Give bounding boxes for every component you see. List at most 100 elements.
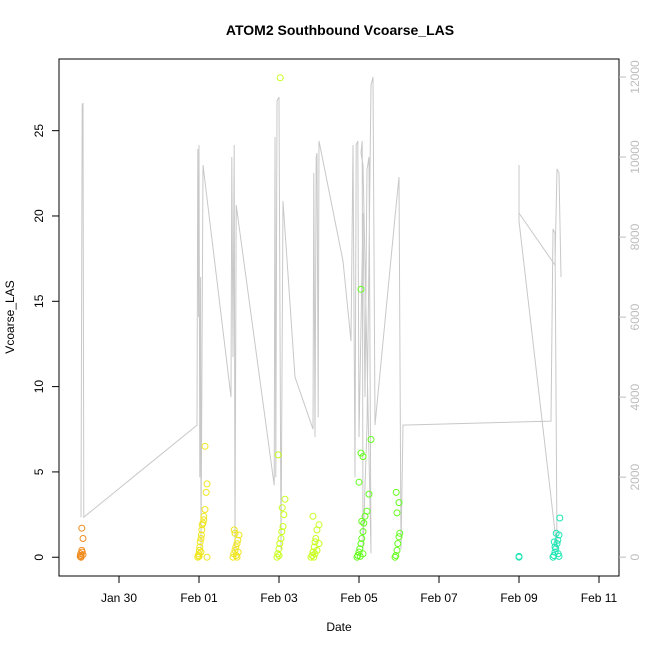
data-point — [196, 543, 204, 551]
data-point — [278, 504, 286, 512]
y-tick-label: 5 — [32, 468, 46, 475]
x-tick-label: Feb 11 — [581, 591, 618, 605]
y-axis-label: Vcoarse_LAS — [3, 280, 17, 353]
data-point — [230, 526, 238, 534]
data-point — [552, 529, 560, 537]
data-point — [395, 533, 403, 541]
data-point — [359, 453, 367, 461]
data-point — [195, 550, 203, 558]
data-point — [555, 552, 563, 560]
data-point — [233, 540, 241, 548]
data-point — [396, 529, 404, 537]
data-point — [276, 540, 284, 548]
x-axis: Jan 30 Feb 01 Feb 03 Feb 05 Feb 07 Feb 09 Feb … — [101, 576, 618, 605]
y-tick-label: 25 — [32, 124, 46, 138]
data-point — [202, 488, 210, 496]
secondary-line-layer — [80, 76, 562, 554]
data-point — [275, 552, 283, 559]
y-tick-label: 0 — [32, 554, 46, 561]
data-point — [79, 551, 87, 559]
data-point — [309, 512, 317, 520]
data-point — [357, 540, 365, 548]
data-point — [392, 552, 400, 559]
y2-tick-label: 0 — [628, 554, 642, 561]
data-point — [515, 552, 523, 560]
data-point — [556, 514, 564, 522]
y2-axis: 0 2000 4000 6000 8000 10000 12000 — [619, 60, 642, 561]
data-point — [356, 545, 364, 553]
data-point — [393, 546, 401, 554]
data-point — [357, 285, 365, 293]
data-point — [280, 511, 288, 519]
plot-frame — [58, 58, 620, 577]
data-point — [78, 524, 86, 532]
data-point — [355, 478, 363, 486]
data-point — [195, 552, 203, 560]
data-point — [363, 507, 371, 515]
data-point — [197, 531, 205, 539]
y2-tick-label: 2000 — [628, 463, 642, 490]
data-point — [315, 540, 323, 548]
data-point — [550, 538, 558, 546]
data-point — [274, 550, 282, 558]
data-point — [277, 535, 285, 542]
data-point — [231, 529, 239, 537]
data-point — [311, 550, 319, 558]
data-point — [315, 521, 323, 529]
data-point — [275, 545, 283, 553]
data-point — [200, 516, 208, 524]
x-tick-label: Feb 03 — [260, 591, 298, 605]
x-tick-label: Jan 30 — [101, 591, 137, 605]
data-point — [551, 543, 559, 551]
data-point — [359, 528, 367, 536]
points-layer — [76, 74, 564, 561]
data-point — [201, 442, 209, 450]
data-point — [278, 528, 286, 536]
data-point — [200, 512, 208, 520]
data-point — [279, 523, 287, 530]
chart-title: ATOM2 Southbound Vcoarse_LAS — [226, 22, 454, 38]
y2-tick-label: 4000 — [628, 383, 642, 410]
x-tick-label: Feb 07 — [420, 591, 458, 605]
data-point — [235, 531, 243, 539]
y2-tick-label: 6000 — [628, 303, 642, 330]
data-point — [233, 553, 241, 561]
data-point — [234, 536, 242, 544]
y2-tick-label: 10000 — [628, 140, 642, 174]
data-point — [360, 519, 368, 527]
data-point — [281, 495, 289, 503]
x-tick-label: Feb 09 — [500, 591, 538, 605]
data-point — [355, 548, 363, 556]
data-point — [198, 526, 206, 534]
data-point — [313, 546, 321, 554]
data-point — [394, 540, 402, 548]
data-point — [392, 488, 400, 496]
x-tick-label: Feb 05 — [340, 591, 378, 605]
data-point — [234, 548, 242, 556]
data-point — [356, 552, 364, 560]
data-point — [197, 548, 205, 556]
data-point — [274, 451, 282, 459]
data-point — [358, 517, 366, 525]
x-axis-label: Date — [326, 620, 352, 634]
secondary-series-line — [80, 76, 562, 554]
y2-tick-label: 12000 — [628, 60, 642, 94]
x-tick-label: Feb 01 — [180, 591, 218, 605]
data-point — [310, 553, 318, 561]
y2-tick-label: 8000 — [628, 223, 642, 250]
data-point — [203, 480, 211, 488]
y-tick-label: 10 — [32, 380, 46, 394]
data-point — [197, 535, 205, 542]
data-point — [358, 535, 366, 542]
data-point — [312, 535, 320, 542]
data-point — [201, 506, 209, 513]
data-point — [554, 536, 562, 544]
data-point — [196, 538, 204, 546]
data-point — [79, 535, 87, 542]
data-point — [276, 74, 284, 82]
data-point — [367, 436, 375, 443]
data-point — [393, 509, 401, 517]
data-point — [203, 553, 211, 561]
data-point — [273, 553, 281, 561]
